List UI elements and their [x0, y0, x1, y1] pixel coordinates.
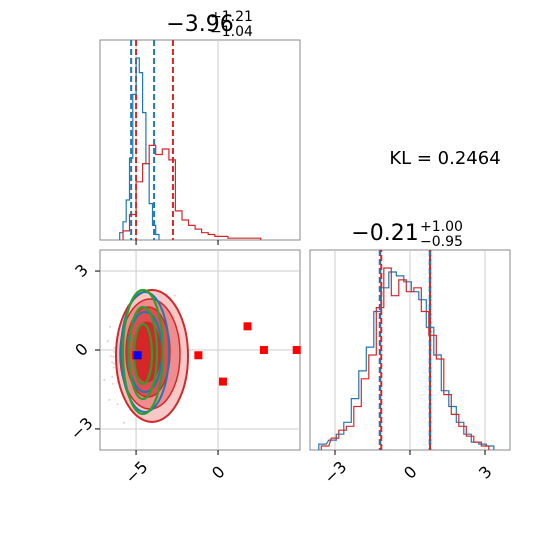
param1-title-minus: −1.04: [210, 24, 253, 40]
hist-param2-x-tick-label: 0: [400, 462, 421, 483]
hist-param2-x-tick-label: −3: [320, 457, 350, 487]
hist-param2-grid: [334, 250, 486, 450]
joint-scatter-point: [116, 403, 119, 406]
hist-panel-param1: −3.96 +1.21 −1.04: [99, 9, 301, 245]
joint-scatter-point: [173, 294, 176, 297]
joint-y-ticks: −3 0 3: [67, 260, 100, 444]
joint-red-marker: [259, 346, 268, 354]
joint-blue-marker: [133, 351, 142, 360]
joint-red-marker: [194, 351, 203, 360]
joint-scatter-point: [108, 398, 111, 401]
joint-scatter-point: [122, 421, 125, 424]
joint-red-marker: [218, 377, 227, 386]
joint-scatter-point: [113, 346, 116, 349]
joint-scatter-point: [103, 378, 106, 381]
hist-param1-quantiles: [130, 40, 219, 245]
joint-y-tick-label: −3: [67, 414, 97, 444]
hist-param1-grid: [135, 40, 219, 240]
hist-panel-param2: −3 0 3 −0.21 +1.00 −0.95: [309, 219, 511, 487]
param1-title-plus: +1.21: [210, 9, 253, 25]
joint-scatter-point: [112, 382, 114, 385]
joint-panel: −3 0 3 −5 0: [67, 249, 301, 487]
blue-contour-outer: [120, 291, 170, 413]
kl-label: KL = 0.2464: [389, 148, 500, 169]
param1-title: −3.96: [166, 12, 233, 37]
green-contour-mid: [127, 305, 159, 401]
joint-y-tick-label: 0: [71, 339, 92, 360]
joint-scatter-point: [112, 362, 115, 365]
hist-param1-red-series: [122, 144, 262, 240]
joint-x-tick-label: 0: [208, 462, 229, 483]
joint-scatter-point: [113, 350, 116, 353]
param2-title-minus: −0.95: [420, 234, 463, 250]
joint-scatter-point: [109, 325, 111, 328]
joint-scatter-point: [112, 355, 115, 358]
joint-x-tick-label: −5: [121, 457, 151, 487]
hist-param2-red-series: [320, 267, 490, 450]
hist-param2-x-ticks: −3 0 3: [320, 450, 496, 487]
joint-y-tick-label: 3: [71, 260, 92, 281]
hist-param2-x-tick-label: 3: [475, 462, 496, 483]
hist-param1-blue-series: [119, 57, 160, 240]
param2-title-plus: +1.00: [420, 219, 463, 235]
hist-panel-param1-frame: [99, 39, 301, 241]
joint-markers: [132, 322, 301, 386]
hist-param2-quantiles: [378, 250, 432, 450]
param1-title-median: −3.96: [166, 12, 233, 37]
joint-red-marker: [292, 346, 301, 354]
joint-x-ticks: −5 0: [121, 450, 229, 487]
joint-scatter-point: [111, 376, 114, 379]
green-contour-outer: [121, 288, 165, 416]
joint-scatter-point: [112, 366, 115, 369]
joint-scatter-point: [111, 361, 114, 364]
hist-param2-blue-series: [318, 271, 495, 450]
joint-red-marker: [243, 322, 252, 331]
joint-scatter-point: [109, 355, 112, 358]
joint-scatter-point: [106, 340, 109, 343]
param2-title-median: −0.21: [351, 221, 418, 246]
param2-title: −0.21: [351, 221, 418, 246]
